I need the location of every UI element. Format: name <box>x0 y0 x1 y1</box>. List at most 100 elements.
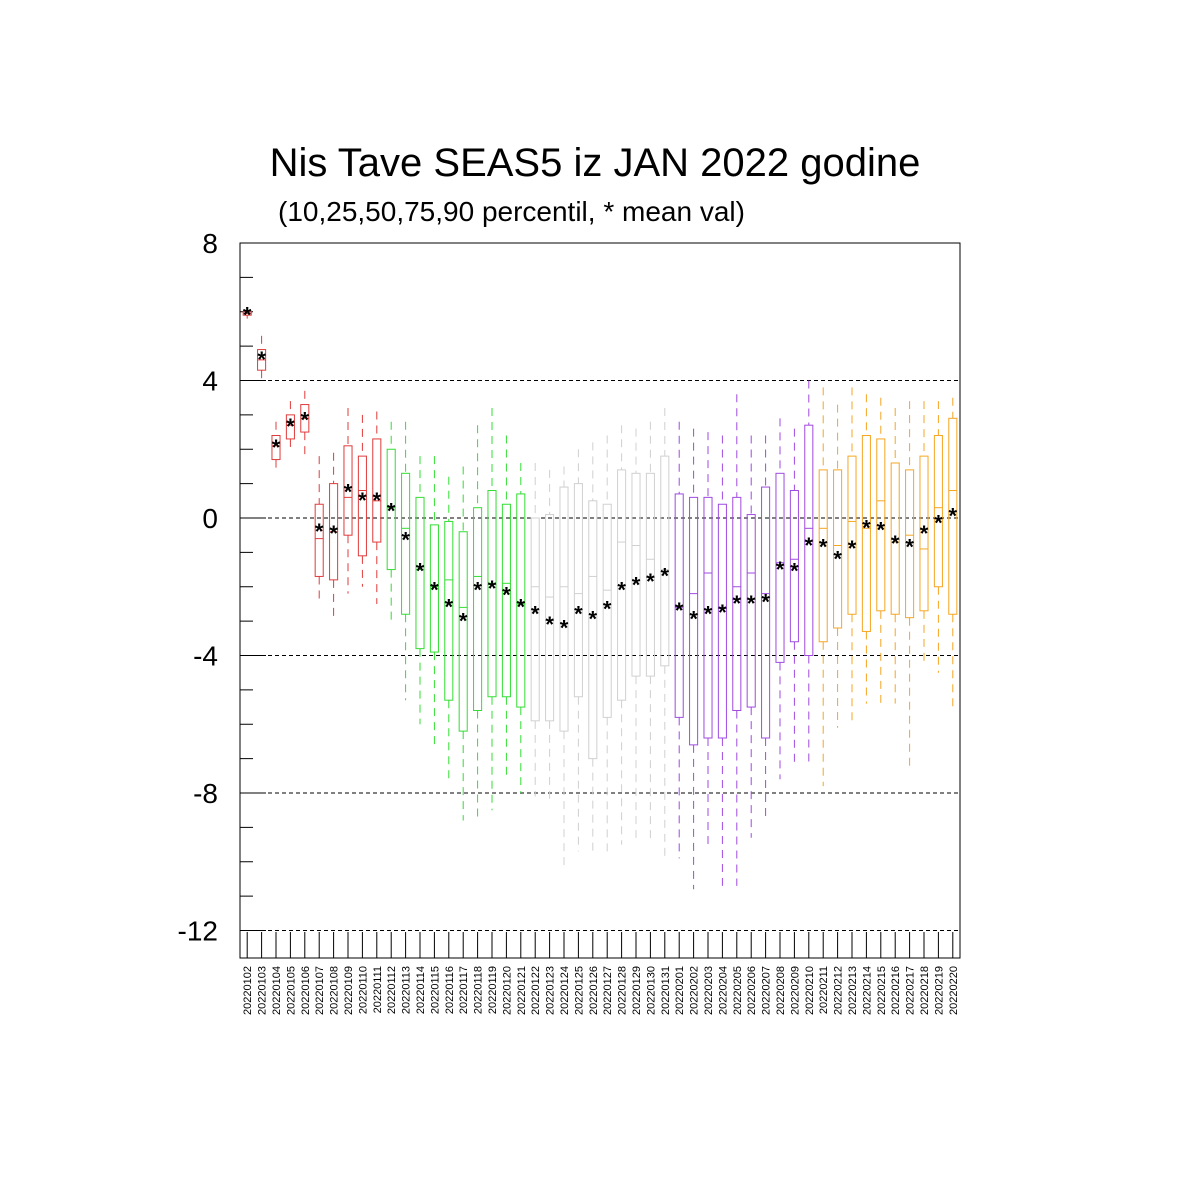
mean-marker: * <box>862 516 871 541</box>
box-plot-20220204 <box>717 435 727 886</box>
x-tick-label: 20220112 <box>386 966 398 1014</box>
iqr-box <box>314 503 324 577</box>
x-tick-label: 20220207 <box>761 966 773 1015</box>
box-plot-20220210 <box>804 380 814 766</box>
iqr-box <box>271 435 281 461</box>
mean-marker: * <box>387 498 396 523</box>
mean-markers: **** ** ** * * ******* * * * * * ** * ** * * ** * * * * * ** **… <box>243 302 958 640</box>
x-tick-label: 20220122 <box>530 966 542 1015</box>
mean-marker: * <box>790 559 799 584</box>
iqr-box <box>559 486 569 732</box>
x-tick-label: 20220206 <box>746 966 758 1015</box>
chart-subtitle: (10,25,50,75,90 percentil, * mean val) <box>278 196 745 227</box>
iqr-box <box>415 496 425 650</box>
x-tick-label: 20220108 <box>329 966 341 1015</box>
iqr-box <box>933 435 943 588</box>
mean-marker: * <box>257 347 266 372</box>
iqr-box <box>847 455 857 615</box>
box-plot-20220103 <box>257 335 267 381</box>
x-tick-label: 20220209 <box>789 966 801 1015</box>
iqr-box <box>429 524 439 653</box>
box-plot-20220129 <box>631 428 641 838</box>
x-tick-label: 20220123 <box>545 966 557 1015</box>
box-plot-20220114 <box>415 456 425 725</box>
x-tick-label: 20220216 <box>890 966 902 1015</box>
box-plot-20220220 <box>948 397 958 711</box>
box-plot-20220201 <box>674 421 684 859</box>
mean-marker: * <box>329 521 338 546</box>
x-tick-label: 20220218 <box>919 966 931 1015</box>
x-tick-label: 20220212 <box>833 966 845 1015</box>
mean-marker: * <box>358 488 367 513</box>
iqr-box <box>890 462 900 615</box>
box-plot-20220215 <box>876 397 886 708</box>
iqr-box <box>602 503 612 718</box>
iqr-box <box>703 496 713 739</box>
x-tick-label: 20220116 <box>444 966 456 1014</box>
mean-marker: * <box>632 572 641 597</box>
box-series <box>242 308 958 890</box>
box-plot-20220207 <box>761 435 771 821</box>
x-tick-label: 20220102 <box>242 966 254 1015</box>
x-tick-label: 20220121 <box>516 966 528 1015</box>
box-plot-20220116 <box>444 476 454 783</box>
box-plot-20220110 <box>357 414 367 587</box>
mean-marker: * <box>301 407 310 432</box>
iqr-box <box>372 438 382 543</box>
x-tick-label: 20220114 <box>415 966 427 1014</box>
mean-marker: * <box>286 414 295 439</box>
box-plot-20220111 <box>372 411 382 604</box>
x-tick-label: 20220202 <box>689 966 701 1015</box>
mean-marker: * <box>704 602 713 627</box>
x-tick-label: 20220208 <box>775 966 787 1015</box>
x-tick-label: 20220129 <box>631 966 643 1015</box>
box-plot-20220208 <box>775 418 785 780</box>
x-tick-label: 20220215 <box>876 966 888 1015</box>
mean-marker: * <box>920 521 929 546</box>
box-plot-20220118 <box>473 425 483 818</box>
mean-marker: * <box>805 533 814 558</box>
x-tick-label: 20220107 <box>314 966 326 1015</box>
x-tick-label: 20220128 <box>617 966 629 1015</box>
iqr-box <box>357 455 367 557</box>
x-tick-label: 20220214 <box>861 966 873 1015</box>
box-plot-20220217 <box>905 401 915 769</box>
box-plot-20220219 <box>933 401 943 673</box>
mean-marker: * <box>877 517 886 542</box>
iqr-box <box>905 469 915 619</box>
iqr-box <box>818 469 828 643</box>
mean-marker: * <box>502 583 511 608</box>
x-tick-label: 20220105 <box>285 966 297 1015</box>
x-tick-label: 20220118 <box>473 966 485 1014</box>
x-tick-label: 20220219 <box>933 966 945 1015</box>
y-tick-label: -12 <box>178 916 218 947</box>
x-tick-label: 20220110 <box>357 966 369 1014</box>
box-plot-20220130 <box>645 421 655 842</box>
mean-marker: * <box>373 488 382 513</box>
mean-marker: * <box>517 595 526 620</box>
mean-marker: * <box>545 612 554 637</box>
mean-marker: * <box>531 602 540 627</box>
x-tick-label: 20220211 <box>818 966 830 1014</box>
x-tick-label: 20220117 <box>458 966 470 1014</box>
x-tick-label: 20220203 <box>703 966 715 1015</box>
x-tick-label: 20220119 <box>487 966 499 1014</box>
mean-marker: * <box>689 607 698 632</box>
iqr-box <box>444 520 454 701</box>
box-plot-20220117 <box>458 466 468 821</box>
box-plot-20220211 <box>818 387 828 787</box>
box-plot-20220202 <box>689 428 699 890</box>
iqr-box <box>545 514 555 722</box>
y-tick-label: 0 <box>202 503 218 534</box>
box-plot-20220203 <box>703 432 713 848</box>
iqr-box <box>631 472 641 677</box>
x-tick-label: 20220204 <box>717 966 729 1015</box>
box-plot-20220121 <box>516 463 526 793</box>
mean-marker: * <box>243 302 252 327</box>
box-plot-20220107 <box>314 456 324 601</box>
mean-marker: * <box>891 531 900 556</box>
box-plot-20220126 <box>588 442 598 855</box>
box-plot-20220127 <box>602 435 612 852</box>
iqr-box <box>674 493 684 718</box>
